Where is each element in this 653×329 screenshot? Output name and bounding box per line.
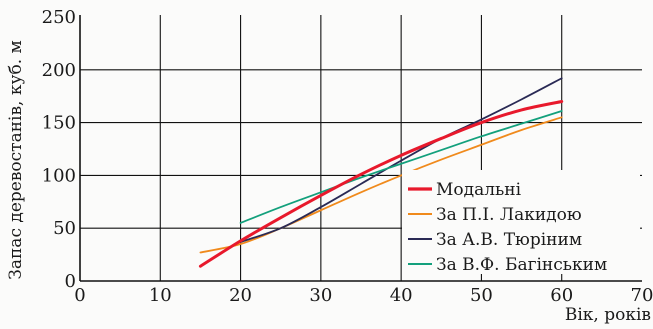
y-axis-label: Запас деревостанів, куб. м <box>6 40 26 280</box>
legend-label: Модальні <box>436 180 522 200</box>
x-tick-label: 40 <box>390 285 413 306</box>
y-tick-label: 0 <box>65 271 76 292</box>
x-tick-label: 30 <box>309 285 332 306</box>
x-tick-label: 60 <box>550 285 573 306</box>
x-tick-label: 20 <box>229 285 252 306</box>
legend-label: За П.І. Лакидою <box>436 205 582 225</box>
y-tick-label: 200 <box>42 60 76 81</box>
y-tick-label: 100 <box>42 165 76 186</box>
y-tick-label: 250 <box>42 7 76 28</box>
series-line-1 <box>198 99 564 268</box>
x-tick-label: 70 <box>631 285 653 306</box>
series-layer <box>198 77 564 268</box>
legend-label: За В.Ф. Багінським <box>436 255 607 275</box>
legend-label: За А.В. Тюріним <box>436 230 582 250</box>
series-line-2 <box>199 116 563 254</box>
tick-labels: 0 10 20 30 40 50 60 70 0 50 100 150 200 250 <box>42 7 653 306</box>
series-line-3 <box>239 77 563 243</box>
y-tick-label: 50 <box>53 218 76 239</box>
legend-background <box>402 170 640 274</box>
series-line-4 <box>239 110 563 224</box>
x-tick-label: 50 <box>470 285 493 306</box>
legend: Модальні За П.І. Лакидою За А.В. Тюріним За… <box>402 170 640 275</box>
x-axis-label: Вік, років <box>565 305 651 325</box>
x-tick-label: 10 <box>149 285 172 306</box>
y-tick-label: 150 <box>42 113 76 134</box>
x-tick-label: 0 <box>74 285 85 306</box>
